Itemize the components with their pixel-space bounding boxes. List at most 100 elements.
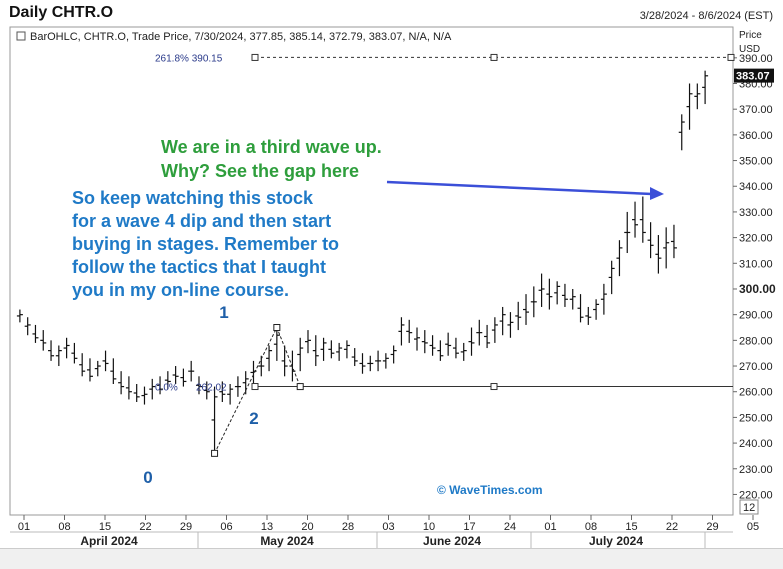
ohlc-bar bbox=[351, 348, 358, 367]
plot-frame: BarOHLC, CHTR.O, Trade Price, 7/30/2024,… bbox=[9, 26, 734, 516]
gap-arrowhead bbox=[650, 187, 664, 200]
ohlc-bar bbox=[375, 350, 382, 372]
blue-note-line: So keep watching this stock bbox=[72, 188, 314, 208]
ohlc-bar bbox=[203, 381, 210, 400]
x-tick-label: 28 bbox=[342, 521, 354, 533]
legend-text: BarOHLC, CHTR.O, Trade Price, 7/30/2024,… bbox=[30, 31, 452, 43]
ohlc-bar bbox=[507, 312, 514, 338]
wave-handle bbox=[273, 324, 281, 332]
ohlc-bar bbox=[273, 327, 280, 361]
blue-note-line: for a wave 4 dip and then start bbox=[72, 211, 331, 231]
ohlc-bar bbox=[452, 337, 459, 359]
y-tick-label: 280.00 bbox=[739, 335, 773, 347]
ohlc-bar bbox=[561, 283, 568, 307]
x-tick-label: 22 bbox=[139, 521, 151, 533]
date-axis: 01 08 15 22 29 06 13 20 28 03 10 17 24 01 08 15 22 29 05 12… bbox=[10, 499, 759, 548]
ohlc-bar bbox=[694, 83, 701, 110]
ohlc-bar bbox=[414, 327, 421, 351]
ohlc-bar bbox=[32, 324, 39, 343]
ohlc-bar bbox=[484, 324, 491, 349]
ohlc-bar bbox=[266, 345, 273, 372]
ohlc-bar bbox=[577, 294, 584, 323]
ohlc-bar bbox=[71, 342, 78, 364]
ohlc-bar bbox=[624, 211, 631, 254]
y-tick-label: 230.00 bbox=[739, 464, 773, 476]
annotations: 261.8% 390.15 0.0% 262.02 0 1 2 We are in a th… bbox=[72, 53, 735, 497]
ohlc-bar bbox=[227, 384, 234, 405]
ohlc-bar bbox=[164, 371, 171, 390]
horizontal-scrollbar[interactable] bbox=[0, 548, 783, 569]
y-tick-label: 220.00 bbox=[739, 489, 773, 501]
month-label: June 2024 bbox=[423, 534, 481, 548]
y-tick-label: 330.00 bbox=[739, 207, 773, 219]
y-tick-label: 240.00 bbox=[739, 438, 773, 450]
y-tick-label: 270.00 bbox=[739, 361, 773, 373]
ohlc-bar bbox=[297, 337, 304, 372]
month-label: April 2024 bbox=[80, 534, 138, 548]
last-price-label: 383.07 bbox=[736, 71, 770, 83]
blue-note-line: follow the tactics that I taught bbox=[72, 257, 326, 277]
chart-title: Daily CHTR.O bbox=[9, 4, 114, 21]
x-tick-label: 10 bbox=[423, 521, 435, 533]
x-tick-label: 17 bbox=[463, 521, 475, 533]
price-axis: Price USD 220.00 230.00 240.00 250.00 260.00 27… bbox=[733, 30, 776, 501]
month-label: May 2024 bbox=[260, 534, 314, 548]
ohlc-bar bbox=[702, 70, 709, 105]
x-tick-label: 01 bbox=[18, 521, 30, 533]
wave-handle bbox=[211, 449, 219, 457]
ohlc-bar bbox=[476, 319, 483, 346]
ohlc-bar bbox=[133, 384, 140, 402]
ohlc-bar bbox=[102, 350, 109, 372]
ohlc-bar bbox=[663, 227, 670, 269]
x-tick-label: 29 bbox=[706, 521, 718, 533]
blue-note-line: buying in stages. Remember to bbox=[72, 234, 339, 254]
ohlc-bar bbox=[304, 330, 311, 354]
ohlc-bar bbox=[616, 240, 623, 277]
month-label: July 2024 bbox=[589, 534, 643, 548]
ohlc-bar bbox=[40, 330, 47, 351]
y-tick-label: 250.00 bbox=[739, 412, 773, 424]
y-tick-label: 340.00 bbox=[739, 181, 773, 193]
ohlc-bar bbox=[118, 371, 125, 395]
ohlc-bar bbox=[421, 330, 428, 354]
fib-base-label: 0.0% bbox=[155, 383, 178, 394]
ohlc-bar bbox=[63, 337, 70, 359]
ohlc-bar bbox=[157, 376, 164, 395]
ohlc-bar bbox=[110, 358, 117, 385]
ohlc-bar bbox=[398, 317, 405, 346]
ohlc-bar bbox=[336, 342, 343, 361]
x-tick-label: 15 bbox=[625, 521, 637, 533]
green-note-line: We are in a third wave up. bbox=[161, 137, 382, 157]
plot-area bbox=[9, 26, 734, 516]
x-tick-label: 29 bbox=[180, 521, 192, 533]
corner-value: 12 bbox=[743, 502, 755, 514]
ohlc-bar bbox=[554, 281, 561, 305]
x-tick-label: 08 bbox=[58, 521, 70, 533]
wave-label: 0 bbox=[143, 468, 152, 487]
ohlc-bar bbox=[429, 335, 436, 356]
ohlc-bar bbox=[437, 340, 444, 361]
ohlc-bar bbox=[632, 201, 639, 238]
ohlc-bar bbox=[546, 278, 553, 310]
ohlc-bar bbox=[678, 114, 685, 151]
ohlc-bar bbox=[460, 342, 467, 361]
ohlc-bars bbox=[16, 70, 709, 454]
x-tick-label: 13 bbox=[261, 521, 273, 533]
ohlc-bar bbox=[569, 288, 576, 310]
ohlc-bar bbox=[180, 368, 187, 387]
ohlc-bar bbox=[382, 353, 389, 369]
ohlc-bar bbox=[593, 299, 600, 320]
chart-header: Daily CHTR.O 3/28/2024 - 8/6/2024 (EST) bbox=[0, 0, 783, 27]
ohlc-bar bbox=[343, 340, 350, 359]
ohlc-bar bbox=[195, 376, 202, 395]
y-tick-label: 320.00 bbox=[739, 233, 773, 245]
ohlc-bar bbox=[647, 222, 654, 259]
ohlc-bar bbox=[320, 337, 327, 361]
ohlc-bar bbox=[530, 286, 537, 318]
ohlc-bar bbox=[670, 224, 677, 259]
ohlc-bar bbox=[515, 301, 522, 331]
fib-handle bbox=[251, 53, 259, 61]
ohlc-bar bbox=[172, 366, 179, 385]
legend-icon bbox=[16, 31, 26, 41]
